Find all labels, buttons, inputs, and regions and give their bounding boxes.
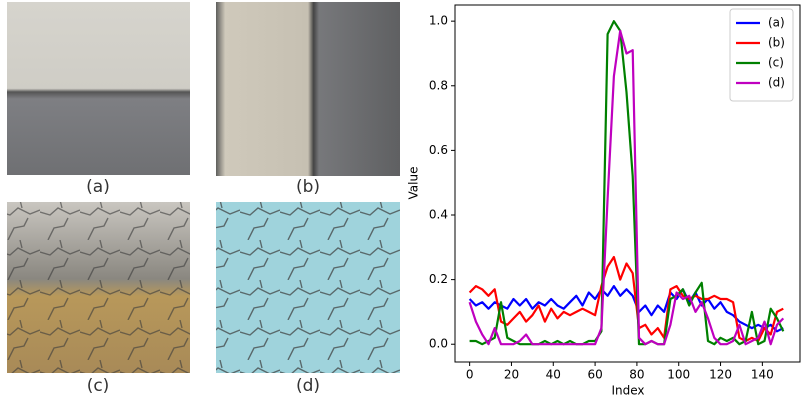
y-tick-label: 0.8 <box>429 78 448 92</box>
panel-label: (c) <box>87 376 110 396</box>
x-tick-label: 60 <box>587 368 602 382</box>
series-line <box>468 29 785 346</box>
series-line <box>468 255 784 343</box>
series-line <box>469 20 785 346</box>
y-tick-label: 0.0 <box>429 337 448 351</box>
y-tick-label: 0.4 <box>429 208 448 222</box>
series-line <box>468 285 784 333</box>
image-a <box>7 2 190 175</box>
legend-box <box>729 8 794 102</box>
x-tick-label: 0 <box>466 368 474 382</box>
y-tick-label: 1.0 <box>429 14 448 28</box>
x-tick-label: 100 <box>667 368 690 382</box>
x-tick-label: 20 <box>504 368 519 382</box>
plot-lines <box>468 20 785 346</box>
x-tick-label: 140 <box>751 368 774 382</box>
legend-label: (b) <box>768 36 785 50</box>
image-c-texture <box>7 202 190 373</box>
panel-label: (b) <box>296 177 320 197</box>
legend-label: (c) <box>768 56 784 70</box>
y-axis-label: Value <box>407 167 421 200</box>
y-tick-label: 0.2 <box>429 272 448 286</box>
plot-frame <box>454 4 801 363</box>
x-tick-label: 40 <box>546 368 561 382</box>
x-tick-label: 80 <box>629 368 644 382</box>
panel-label: (a) <box>86 177 110 197</box>
y-tick-label: 0.6 <box>429 143 448 157</box>
x-tick-label: 120 <box>709 368 732 382</box>
legend-label: (a) <box>768 16 785 30</box>
x-axis-label: Index <box>611 384 644 398</box>
image-d-texture <box>216 202 400 373</box>
panel-label: (d) <box>296 376 320 396</box>
legend-label: (d) <box>768 76 785 90</box>
image-b <box>216 2 400 176</box>
